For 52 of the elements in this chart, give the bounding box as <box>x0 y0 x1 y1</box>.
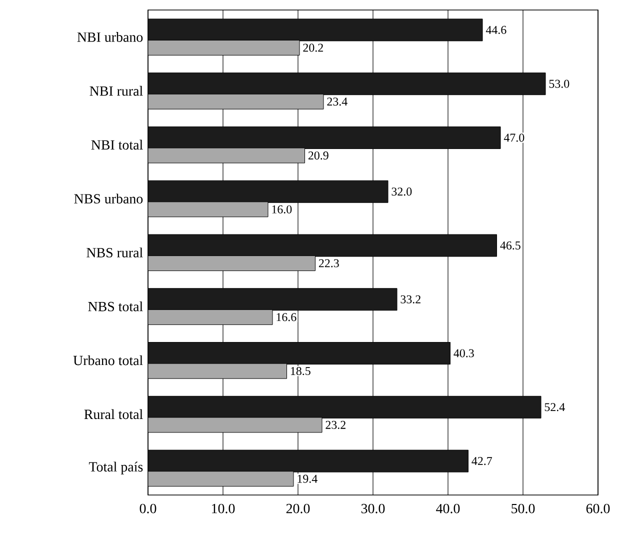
data-label: 33.2 <box>400 295 420 304</box>
data-label: 23.4 <box>327 98 348 106</box>
bar <box>148 148 306 164</box>
bar <box>148 288 398 311</box>
bar <box>148 396 542 418</box>
x-tick-label: 0.0 <box>140 504 156 514</box>
y-tick-label: Rural total <box>84 409 143 420</box>
data-label: 40.3 <box>454 349 474 358</box>
data-label: 22.3 <box>318 259 339 268</box>
data-label: 42.7 <box>472 457 492 466</box>
data-label: 19.4 <box>298 474 318 483</box>
bar <box>148 450 469 472</box>
x-tick-label: 10.0 <box>212 504 235 514</box>
data-label: 16.0 <box>272 205 292 214</box>
data-label: 16.6 <box>276 313 296 322</box>
data-label: 52.4 <box>544 403 565 412</box>
bar <box>148 309 273 325</box>
data-label: 53.0 <box>549 80 570 88</box>
bar <box>148 40 300 56</box>
bar <box>148 18 483 42</box>
data-label: 46.5 <box>500 241 520 250</box>
x-tick-label: 50.0 <box>512 504 535 514</box>
y-tick-label: Total país <box>88 462 143 474</box>
y-tick-label: NBI total <box>91 140 143 150</box>
y-tick-label: NBS urbano <box>74 194 143 204</box>
y-tick-label: NBI rural <box>90 86 143 96</box>
data-label: 47.0 <box>504 134 524 142</box>
x-tick-label: 60.0 <box>586 504 610 514</box>
x-tick-label: 20.0 <box>286 504 310 514</box>
bar <box>148 363 287 379</box>
y-tick-label: NBI urbano <box>77 32 143 42</box>
data-label: 20.2 <box>303 44 323 52</box>
data-label: 18.5 <box>290 367 310 376</box>
bar <box>148 72 546 96</box>
bar <box>148 94 324 110</box>
data-label: 44.6 <box>486 26 506 34</box>
bar <box>148 417 322 433</box>
data-label: 32.0 <box>392 188 412 196</box>
y-tick-label: NBS rural <box>86 248 143 258</box>
x-tick-label: 30.0 <box>361 504 385 514</box>
bar <box>148 234 498 257</box>
x-tick-label: 40.0 <box>436 504 460 514</box>
y-tick-label: Urbano total <box>73 355 143 366</box>
y-tick-label: NBS total <box>88 301 143 312</box>
data-label: 23.2 <box>326 420 346 429</box>
bar <box>148 342 451 365</box>
bar <box>148 126 501 149</box>
bar <box>148 256 316 272</box>
bar <box>148 180 388 203</box>
bar <box>148 471 294 487</box>
bar <box>148 202 268 218</box>
data-label: 20.9 <box>308 151 328 160</box>
